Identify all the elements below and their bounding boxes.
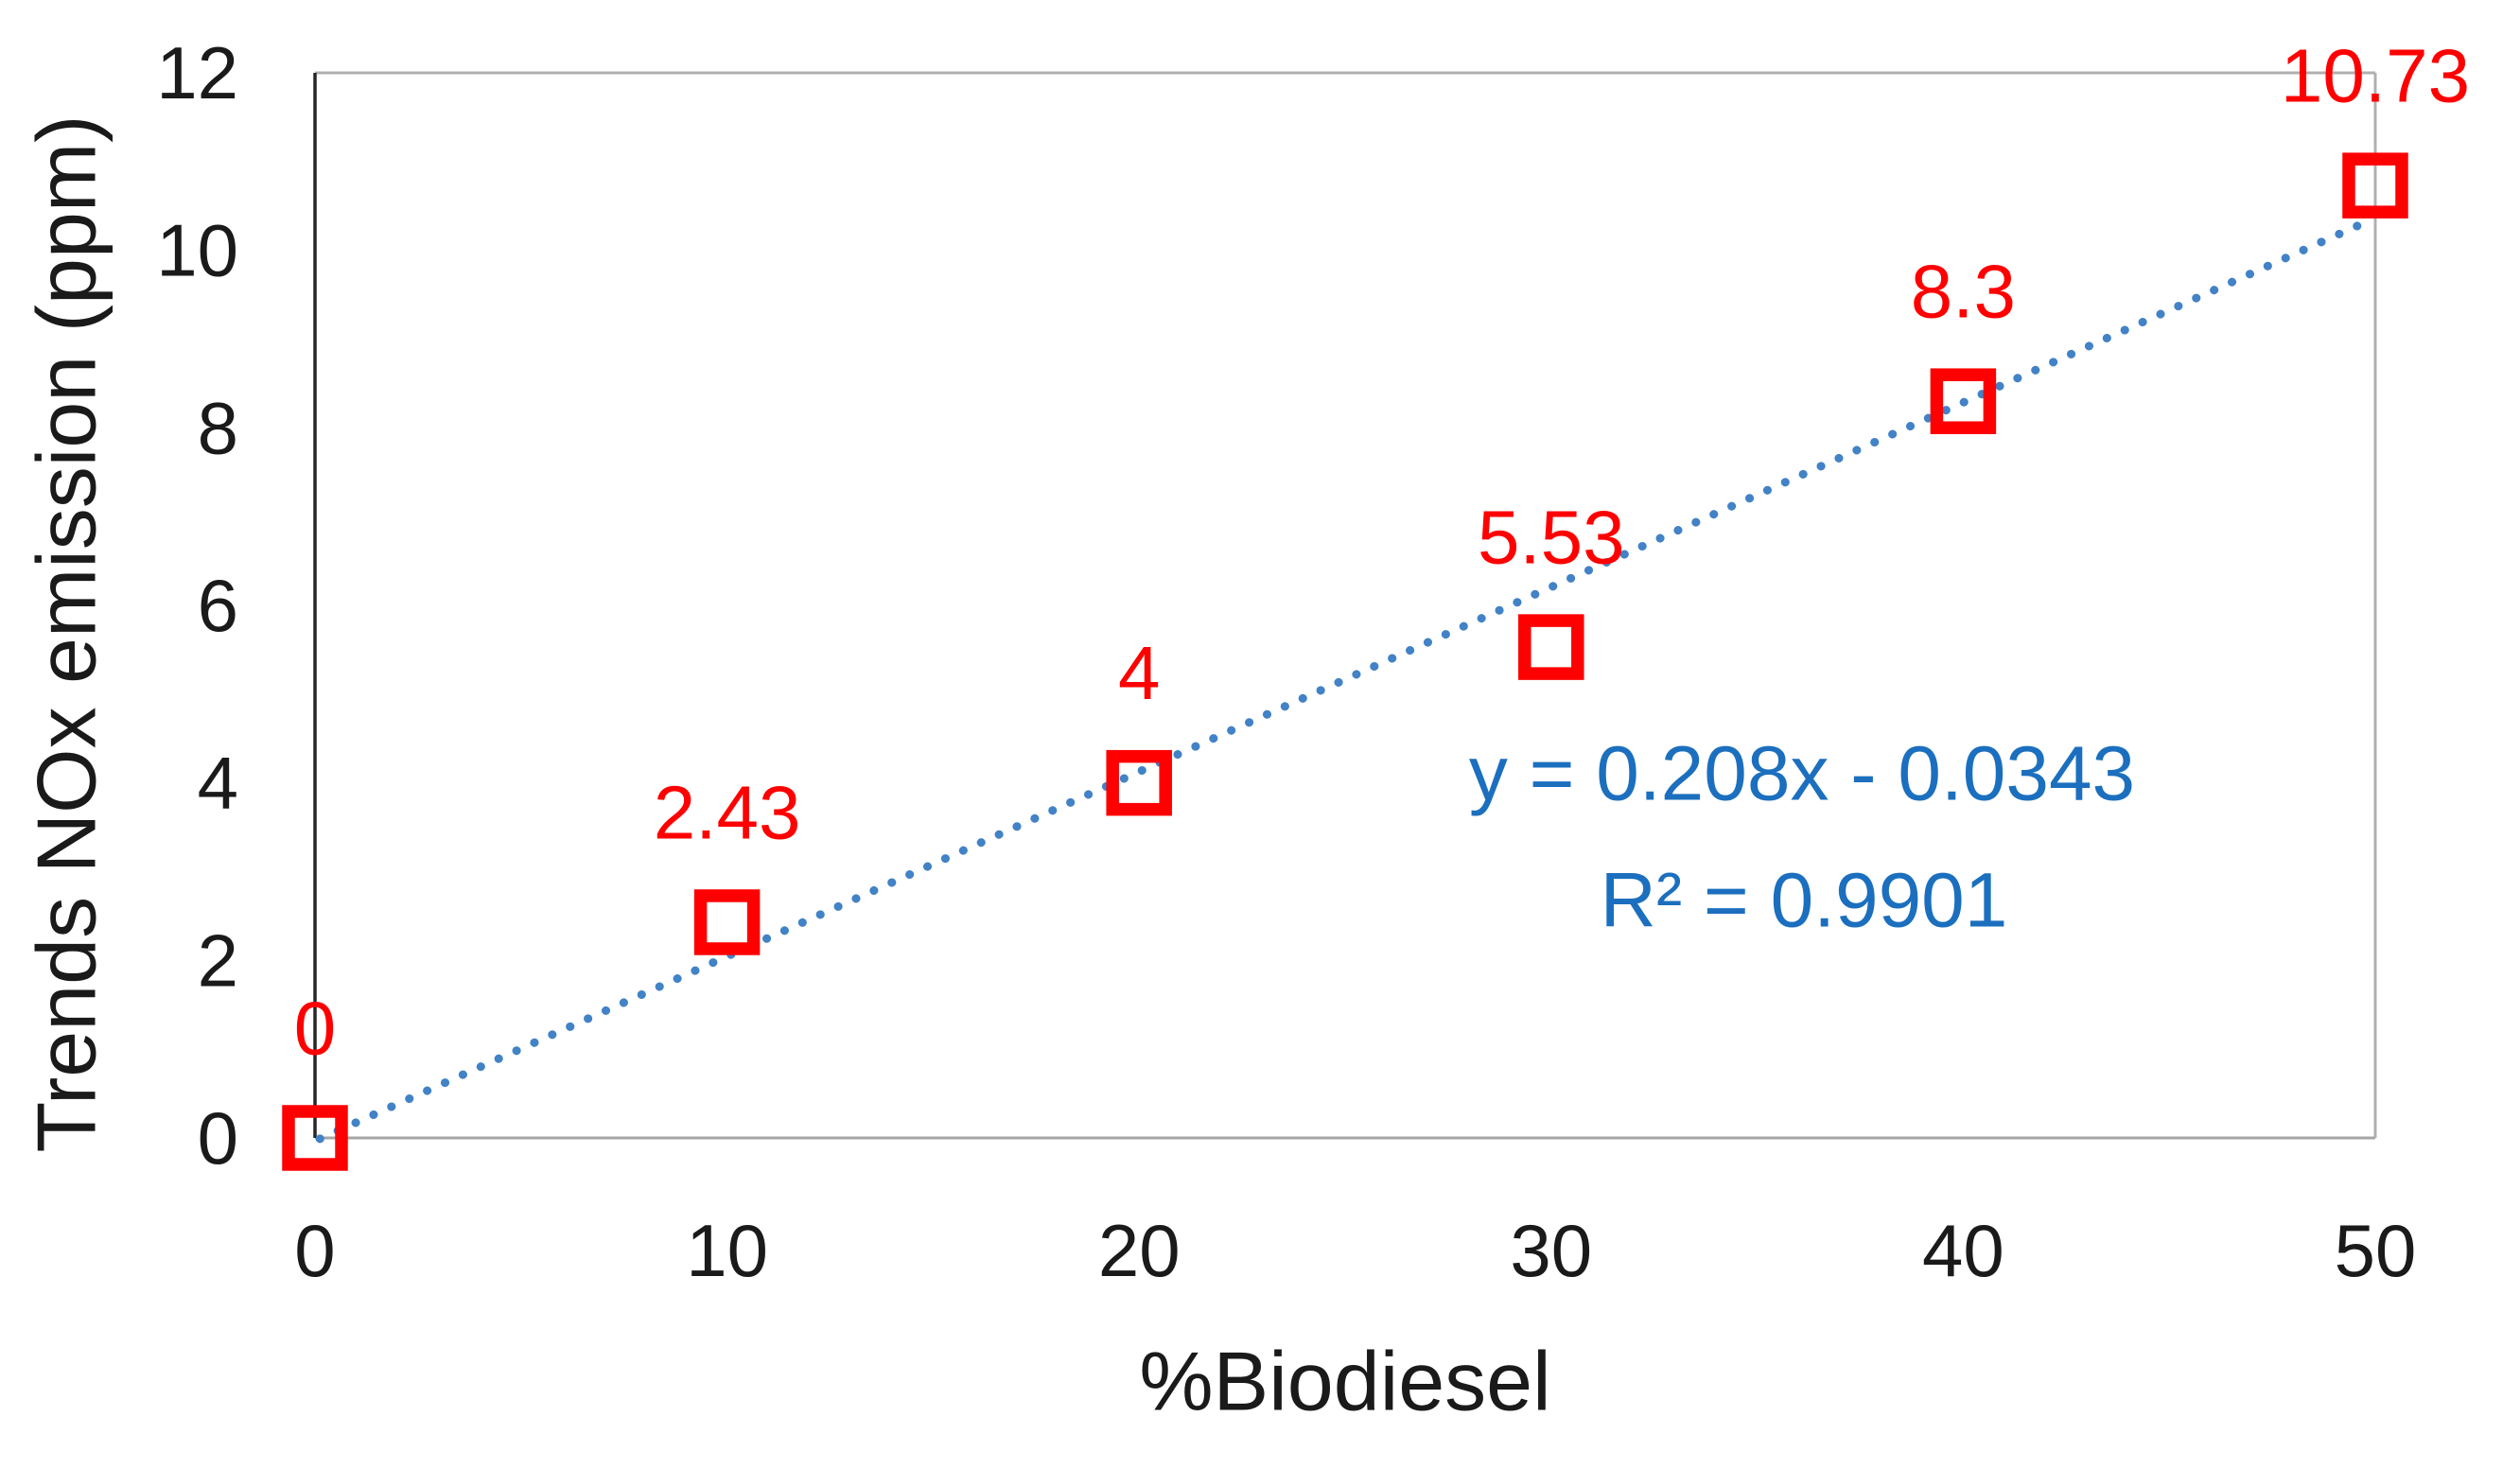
- y-tick-label: 12: [156, 31, 238, 114]
- data-point-label: 8.3: [1911, 250, 2016, 334]
- x-tick-labels: 0 10 20 30 40 50: [294, 1209, 2416, 1292]
- x-tick-label: 10: [686, 1209, 768, 1292]
- plot-border-group: [313, 71, 2377, 1140]
- y-tick-labels: 0 2 4 6 8 10 12: [156, 31, 238, 1180]
- y-tick-label: 4: [198, 742, 238, 825]
- x-tick-label: 40: [1922, 1209, 2004, 1292]
- x-tick-label: 50: [2335, 1209, 2417, 1292]
- y-tick-label: 10: [156, 209, 238, 292]
- y-axis-title: Trends NOx emission (ppm): [20, 115, 114, 1153]
- data-point-markers: [282, 152, 2408, 1171]
- data-point-marker: [282, 1105, 348, 1171]
- data-point-marker: [2342, 152, 2408, 219]
- data-point-marker: [1518, 614, 1584, 680]
- data-point-label: 5.53: [1478, 496, 1625, 580]
- x-tick-label: 0: [294, 1209, 335, 1292]
- trendline-group: [315, 216, 2374, 1144]
- y-tick-label: 0: [198, 1096, 238, 1180]
- data-point-label: 0: [294, 987, 337, 1071]
- y-tick-label: 6: [198, 564, 238, 647]
- data-point-label: 2.43: [654, 770, 801, 854]
- data-point-label: 10.73: [2281, 34, 2470, 118]
- data-point-marker: [693, 889, 761, 955]
- y-tick-label: 2: [198, 918, 238, 1002]
- trendline-equation: y = 0.208x - 0.0343: [1469, 731, 2135, 817]
- x-tick-label: 30: [1510, 1209, 1592, 1292]
- y-tick-label: 8: [198, 386, 238, 469]
- trendline: [315, 216, 2374, 1144]
- data-point-marker: [1930, 368, 1997, 434]
- x-tick-label: 20: [1098, 1209, 1181, 1292]
- data-point-label: 4: [1118, 631, 1161, 715]
- x-axis-title: %Biodiesel: [1139, 1335, 1550, 1428]
- trendline-r-squared: R² = 0.9901: [1601, 858, 2008, 944]
- data-point-marker: [1106, 749, 1172, 816]
- data-point-labels: 0 2.43 4 5.53 8.3 10.73: [294, 34, 2470, 1071]
